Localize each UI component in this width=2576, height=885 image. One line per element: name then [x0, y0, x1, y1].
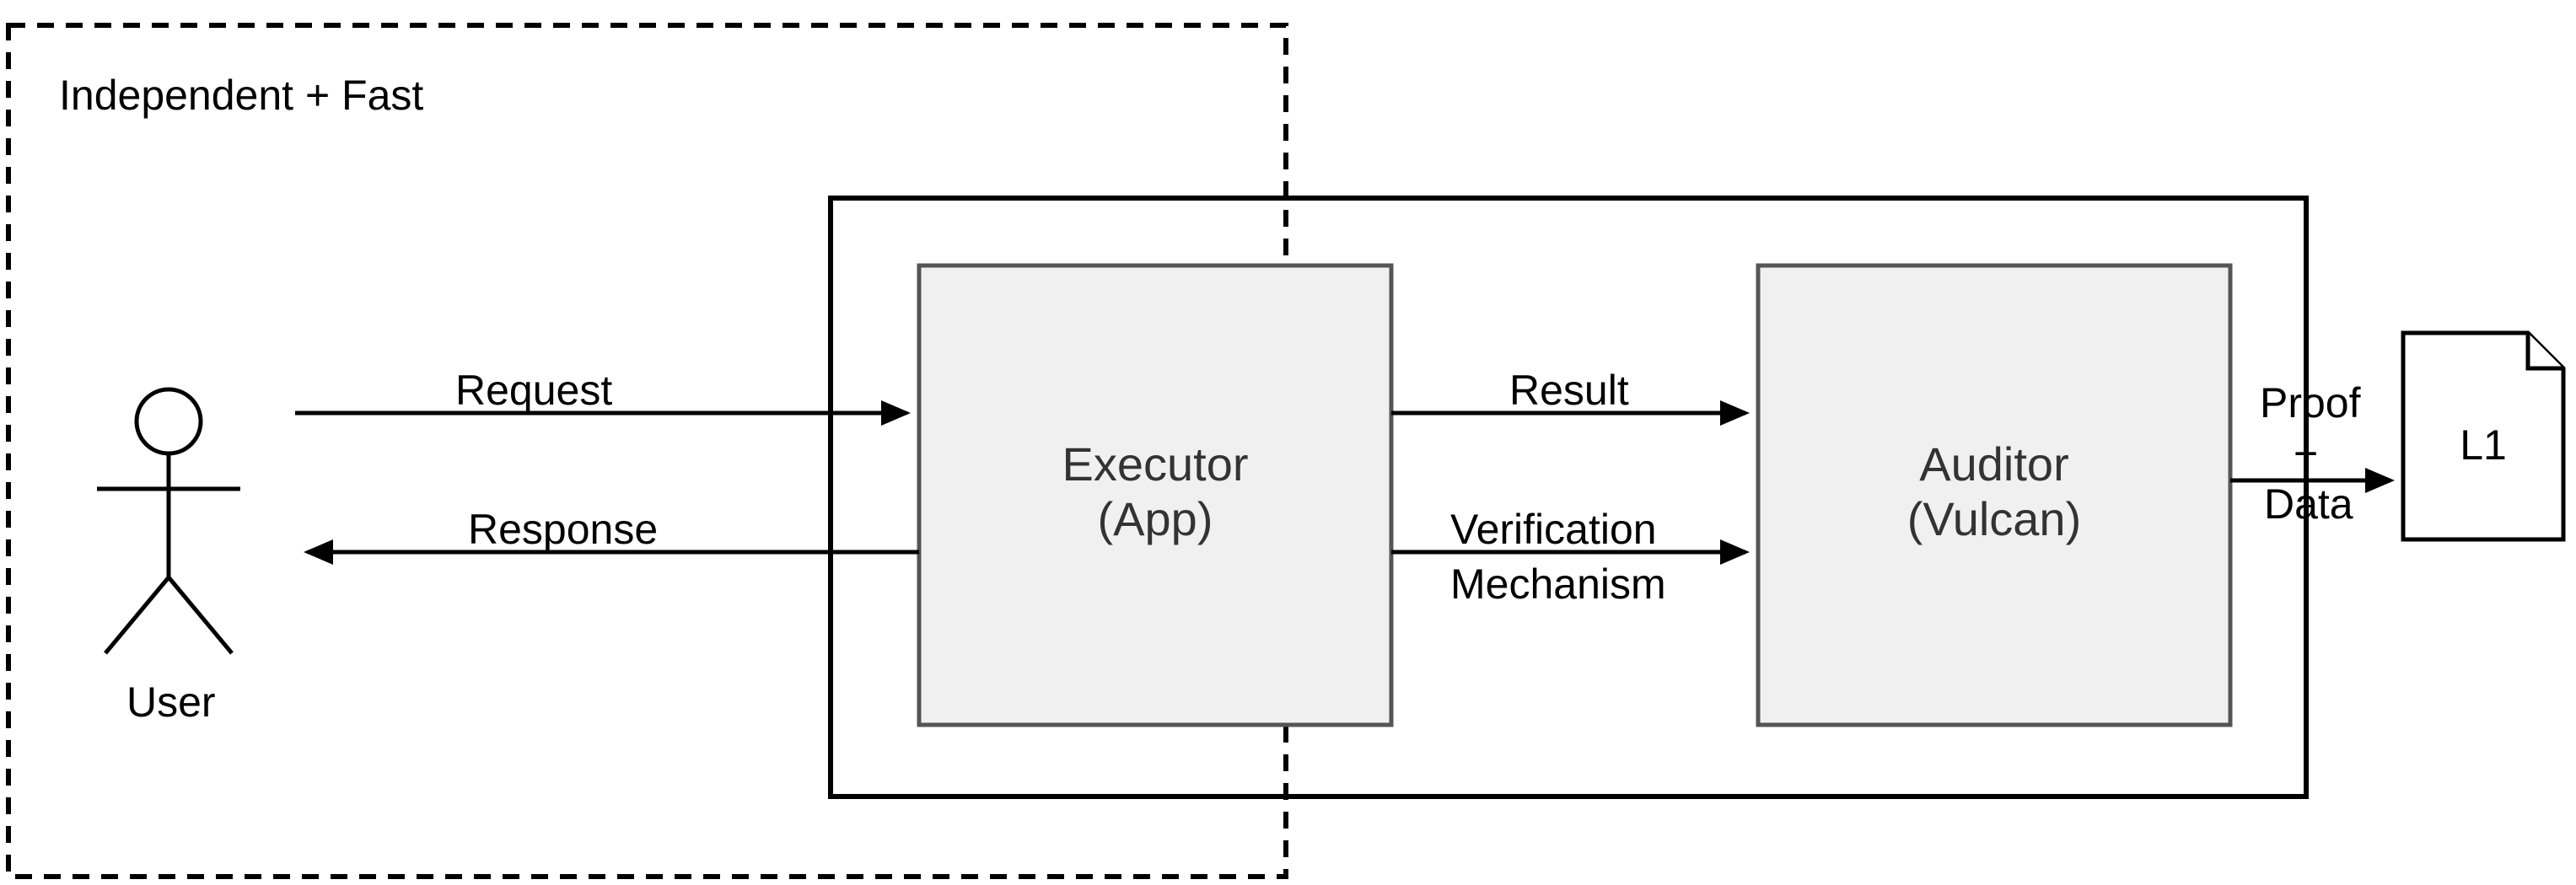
region-label: Independent + Fast [59, 72, 423, 119]
user-label: User [126, 678, 216, 726]
architecture-diagram: Independent + Fast User Executor (App) A… [0, 0, 2576, 885]
auditor-label-2: (Vulcan) [1907, 492, 2081, 545]
executor-label-1: Executor [1062, 437, 1249, 491]
edge-proof-label-2: + [2294, 430, 2318, 477]
user-actor [97, 389, 240, 653]
edge-request-label: Request [455, 367, 612, 414]
edge-proof-label-3: Data [2264, 480, 2353, 528]
edge-verification-label-1: Verification [1450, 506, 1657, 553]
edge-response-label: Response [468, 506, 658, 553]
edge-verification-label-2: Mechanism [1450, 560, 1666, 608]
auditor-label-1: Auditor [1919, 437, 2068, 491]
executor-label-2: (App) [1098, 492, 1213, 545]
l1-label: L1 [2460, 421, 2507, 469]
edge-proof-label-1: Proof [2260, 379, 2361, 426]
edge-result-label: Result [1509, 367, 1629, 414]
